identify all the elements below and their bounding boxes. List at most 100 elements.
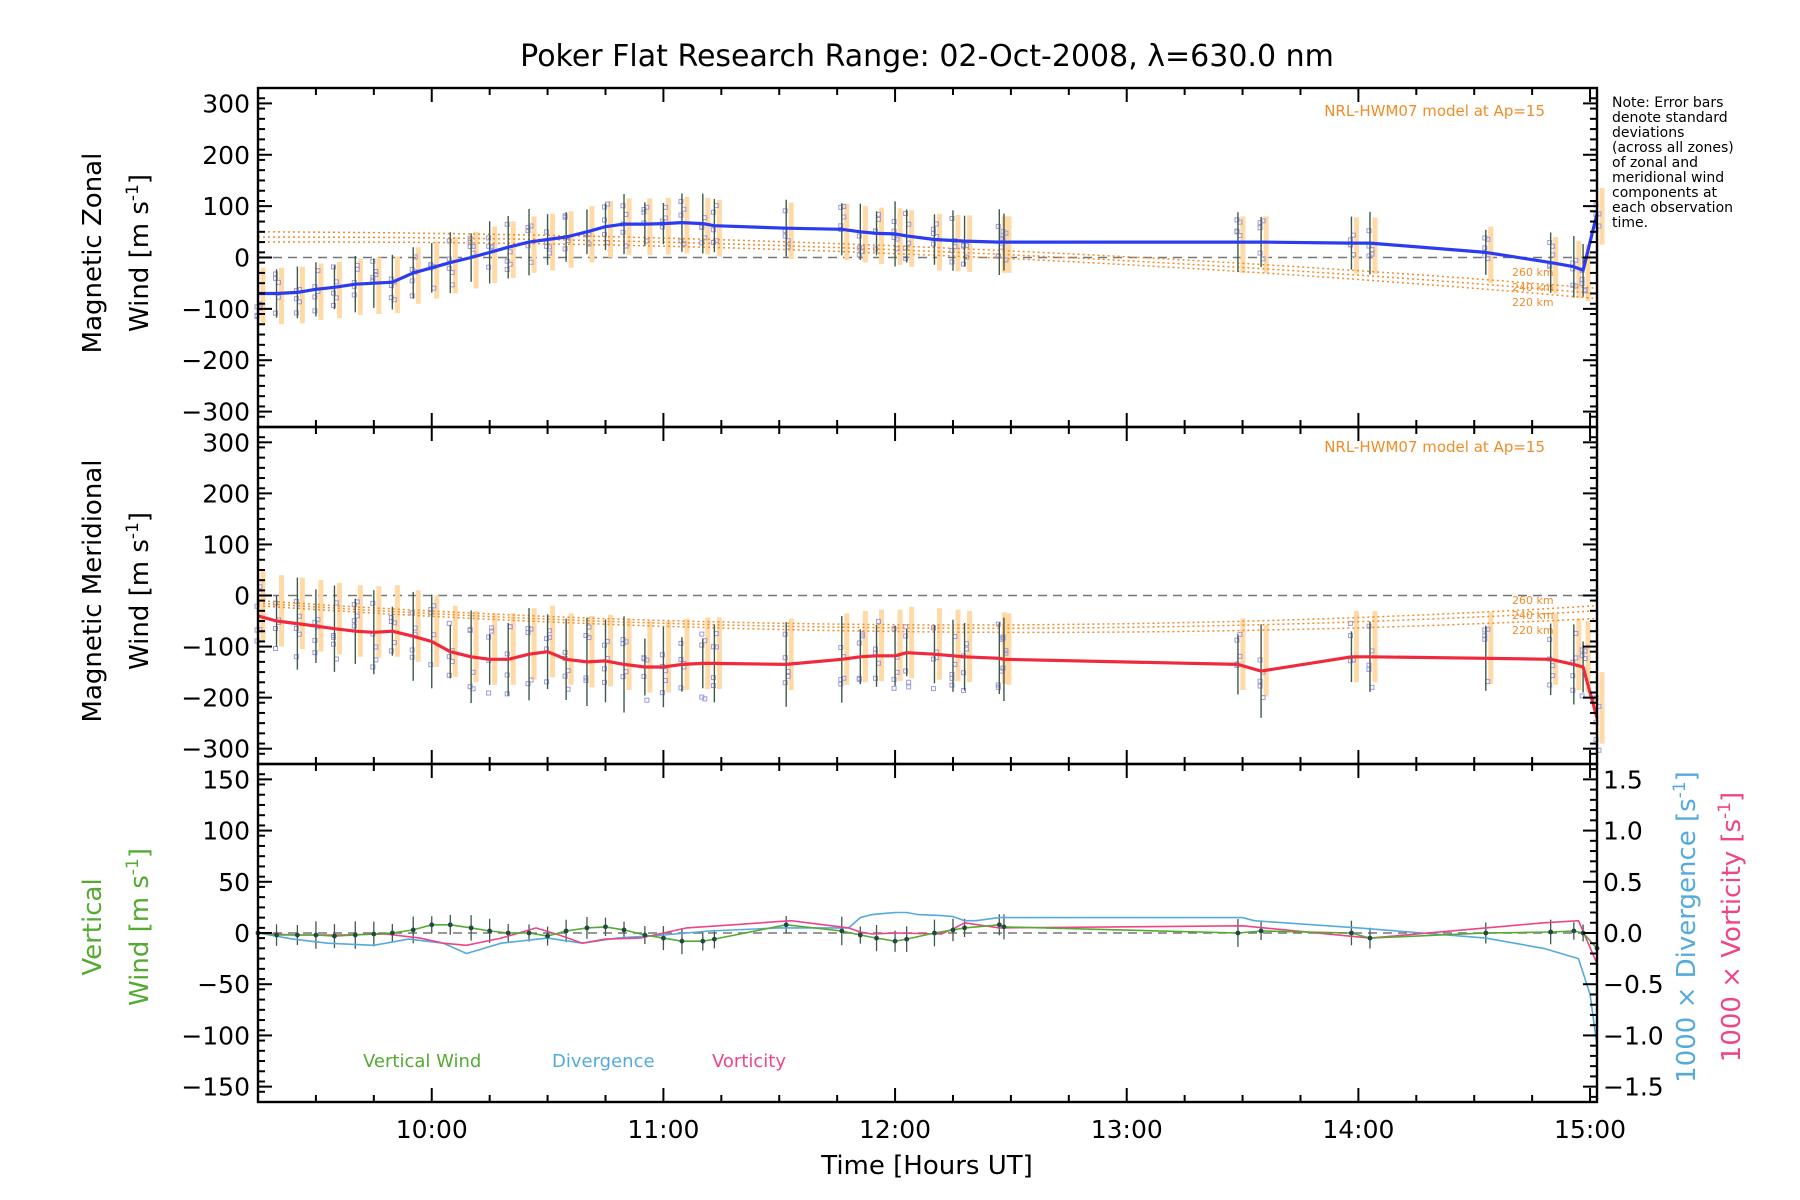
- zone-sample-marker: [949, 671, 955, 677]
- vertical-wind-marker: [429, 922, 435, 928]
- zone-sample-marker: [370, 664, 376, 670]
- zone-sample-marker: [710, 683, 716, 689]
- vertical-wind-marker: [857, 932, 863, 938]
- zone-sample-marker: [601, 666, 607, 672]
- zone-sample-marker: [1579, 647, 1585, 653]
- zone-sample-marker: [489, 625, 495, 631]
- zone-sample-marker: [1547, 240, 1553, 246]
- zone-sample-marker: [995, 682, 1001, 688]
- zone-sample-marker: [678, 238, 684, 244]
- zonal-model-label: NRL-HWM07 model at Ap=15: [1324, 102, 1545, 120]
- vertical-wind-marker: [332, 933, 337, 939]
- zone-sample-marker: [930, 686, 936, 692]
- zone-sample-marker: [961, 670, 967, 676]
- zone-sample-marker: [273, 645, 279, 651]
- left-tick-label: −150: [181, 1073, 250, 1102]
- zone-sample-marker: [293, 625, 299, 631]
- zone-sample-marker: [949, 247, 955, 253]
- zone-sample-marker: [891, 218, 897, 224]
- vertical-wind-marker: [371, 931, 377, 937]
- meridional-model-label: NRL-HWM07 model at Ap=15: [1324, 438, 1545, 456]
- right-tick-label: −0.5: [1603, 970, 1664, 999]
- model-altitude-label: 260 km: [1512, 266, 1554, 279]
- zone-sample-marker: [525, 681, 531, 687]
- zone-sample-marker: [562, 213, 568, 219]
- right-tick-label: −1.0: [1603, 1021, 1664, 1050]
- zone-sample-marker: [1482, 627, 1488, 633]
- zone-sample-marker: [1579, 693, 1585, 699]
- zone-sample-marker: [273, 625, 279, 631]
- vertical-wind-marker: [274, 932, 279, 938]
- vertical-ylabel-line2: Wind [m s-1]: [123, 848, 155, 1006]
- zone-sample-marker: [995, 621, 1001, 627]
- zone-sample-marker: [446, 265, 452, 271]
- zone-sample-marker: [1570, 282, 1576, 288]
- zone-sample-marker: [641, 673, 647, 679]
- left-tick-label: 200: [202, 141, 250, 170]
- zone-sample-marker: [949, 259, 955, 265]
- vertical-wind-marker: [642, 932, 648, 938]
- zone-sample-marker: [428, 607, 434, 613]
- x-tick-label: 14:00: [1322, 1115, 1394, 1144]
- zone-sample-marker: [949, 682, 955, 688]
- zone-sample-marker: [710, 675, 716, 681]
- vertical-wind-marker: [1349, 930, 1354, 936]
- zone-sample-marker: [620, 203, 626, 209]
- note-line: Note: Error bars: [1612, 95, 1723, 111]
- zone-sample-marker: [562, 673, 568, 679]
- zone-sample-marker: [1257, 657, 1263, 663]
- note-line: denote standard: [1612, 110, 1728, 126]
- model-altitude-label: 220 km: [1512, 296, 1554, 309]
- vertical-wind-marker: [447, 922, 453, 928]
- zone-sample-marker: [409, 654, 415, 660]
- zone-sample-marker: [486, 264, 492, 270]
- zone-sample-marker: [659, 652, 665, 658]
- vertical-wind-marker: [1001, 924, 1007, 930]
- vertical-wind-marker: [584, 925, 590, 931]
- zone-sample-marker: [1000, 634, 1006, 640]
- zone-sample-marker: [293, 598, 299, 604]
- zone-sample-marker: [330, 634, 336, 640]
- zone-sample-marker: [903, 211, 909, 217]
- zone-sample-marker: [838, 676, 844, 682]
- zone-sample-marker: [856, 245, 862, 251]
- zone-sample-marker: [1482, 633, 1488, 639]
- zonal-wind-panel: 260 km 240 km 220 km −300 −200 −100 0 100 200 30…: [78, 86, 1605, 429]
- vertical-wind-marker: [1548, 929, 1554, 935]
- zone-sample-marker: [504, 672, 510, 678]
- zone-sample-marker: [486, 634, 492, 640]
- zone-sample-marker: [504, 651, 510, 657]
- zone-sample-marker: [312, 650, 318, 656]
- left-tick-label: 100: [202, 530, 250, 559]
- left-tick-label: −200: [181, 684, 250, 713]
- zone-sample-marker: [1482, 636, 1488, 642]
- meridional-wind-panel: 260 km 240 km 220 km −300 −200 −100 0 100 200 30…: [78, 425, 1605, 766]
- zone-sample-marker: [620, 229, 626, 235]
- meridional-ylabel-line1: Magnetic Meridional: [78, 460, 108, 723]
- vertical-wind-marker: [526, 930, 532, 936]
- zone-sample-marker: [1000, 232, 1006, 238]
- zone-sample-marker: [583, 632, 589, 638]
- left-tick-label: −50: [197, 970, 250, 999]
- vorticity-line: [257, 919, 1598, 965]
- zone-sample-marker: [641, 655, 647, 661]
- zone-sample-marker: [620, 636, 626, 642]
- vertical-wind-marker: [505, 930, 511, 936]
- vorticity-ylabel: 1000 × Vorticity [s-1]: [1715, 792, 1747, 1062]
- vertical-wind-marker: [932, 930, 937, 936]
- zone-sample-marker: [1347, 658, 1353, 664]
- model-curve-240-km: [257, 602, 1598, 629]
- zone-sample-marker: [351, 618, 357, 624]
- zone-sample-marker: [1000, 665, 1006, 671]
- x-tick-label: 11:00: [627, 1115, 699, 1144]
- zone-sample-marker: [710, 644, 716, 650]
- left-tick-label: 200: [202, 479, 250, 508]
- left-tick-label: 150: [202, 765, 250, 794]
- zone-sample-marker: [330, 290, 336, 296]
- zone-sample-marker: [544, 679, 550, 685]
- model-altitude-label: 240 km: [1512, 609, 1554, 622]
- zone-sample-marker: [856, 640, 862, 646]
- zone-sample-marker: [1257, 250, 1263, 256]
- zone-sample-marker: [351, 292, 357, 298]
- model-curve-220-km: [257, 241, 1598, 300]
